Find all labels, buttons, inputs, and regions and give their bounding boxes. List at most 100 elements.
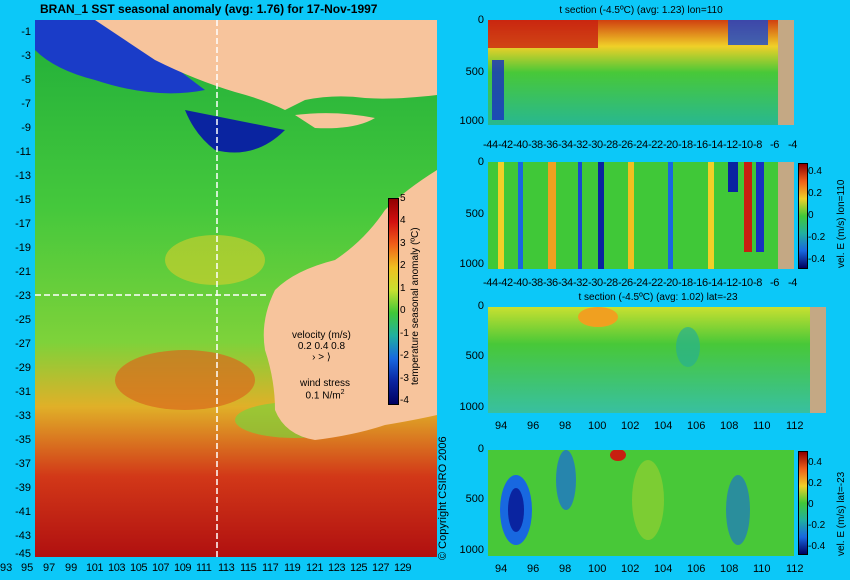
- panel1-land: [778, 20, 794, 125]
- panel3-xtick: 100: [588, 420, 607, 432]
- lat-tick: -19: [15, 242, 31, 254]
- panel2-colorbar-label: vel. E (m/s) lon=110: [836, 179, 847, 268]
- lat-tick: -41: [15, 506, 31, 518]
- panel3-ytick: 1000: [459, 401, 484, 413]
- panel2-xtick: -44: [483, 277, 498, 289]
- panel1-xtick: -36: [543, 139, 558, 151]
- panel4-xtick: 110: [753, 563, 771, 575]
- panel2-cbar-tick: 0: [808, 210, 814, 221]
- velocity-arrows-icon: › > ⟩: [312, 352, 331, 363]
- panel3-xtick: 98: [559, 420, 572, 432]
- lon-tick: 109: [174, 562, 192, 574]
- lat-tick: -35: [15, 434, 31, 446]
- panel3-xtick: 96: [527, 420, 540, 432]
- lat-tick: -9: [21, 122, 31, 134]
- panel2-xtick: -36: [543, 277, 558, 289]
- lon-tick: 105: [130, 562, 148, 574]
- map-cbar-tick: 4: [400, 215, 406, 226]
- panel1-xtick: -32: [573, 139, 588, 151]
- map-colorbar: [388, 198, 399, 405]
- panel1-xaxis: -44 -42 -40 -38 -36 -34 -32 -30 -28 -26 …: [483, 139, 803, 153]
- panel3-ytick: 0: [477, 300, 484, 312]
- velocity-legend-scale: 0.2 0.4 0.8: [297, 341, 346, 352]
- panel3-title: t section (-4.5ºC) (avg: 1.02) lat=-23: [578, 292, 738, 303]
- panel1-xtick: -40: [513, 139, 528, 151]
- panel3-xtick: 104: [654, 420, 673, 432]
- panel3-xtick: 102: [621, 420, 640, 432]
- lat-tick: -31: [15, 386, 31, 398]
- map-colorbar-ticks: 5 4 3 2 1 0 -1 -2 -3 -4: [400, 193, 420, 408]
- map-cbar-tick: -1: [400, 328, 409, 339]
- lat-axis: -1 -3 -5 -7 -9 -11 -13 -15 -17 -19 -21 -…: [0, 0, 35, 580]
- map-cbar-tick: 1: [400, 283, 406, 294]
- panel2-ytick: 500: [465, 208, 484, 220]
- panel1-xtick: -10: [738, 139, 753, 151]
- lon-tick: 117: [262, 562, 279, 574]
- panel4-xtick: 96: [527, 563, 540, 575]
- panel2-xtick: -30: [588, 277, 603, 289]
- lon-tick: 113: [218, 562, 235, 574]
- panel2-cbar-tick: -0.4: [808, 254, 826, 265]
- panel2-xaxis: -44 -42 -40 -38 -36 -34 -32 -30 -28 -26 …: [483, 277, 803, 291]
- lat-tick: -5: [21, 74, 31, 86]
- lon-tick: 115: [240, 562, 257, 574]
- lat-tick: -17: [15, 218, 31, 230]
- panel1-ytick: 500: [465, 66, 484, 78]
- lat-tick: -13: [15, 170, 31, 182]
- panel4-colorbar-label: vel. E (m/s) lat=-23: [836, 471, 847, 556]
- panel2-ytick: 0: [477, 156, 484, 168]
- lon-tick: 127: [372, 562, 390, 574]
- lon-tick: 121: [306, 562, 324, 574]
- lat-tick: -39: [15, 482, 31, 494]
- panel2-xtick: -32: [573, 277, 588, 289]
- panel1-section: [488, 20, 794, 125]
- panel2-xtick: -14: [708, 277, 723, 289]
- panel4-colorbar: [798, 451, 808, 555]
- panel3-xtick: 106: [687, 420, 706, 432]
- lat-tick: -29: [15, 362, 31, 374]
- map-colorbar-label: temperature seasonal anomaly (ºC): [410, 227, 421, 385]
- panel3-xtick: 108: [720, 420, 739, 432]
- panel2-cbar-tick: -0.2: [808, 232, 826, 243]
- panel2-xtick: -28: [603, 277, 618, 289]
- map-title: BRAN_1 SST seasonal anomaly (avg: 1.76) …: [40, 2, 378, 16]
- panel3-ytick: 500: [465, 350, 484, 362]
- warm-swirl: [115, 350, 255, 410]
- lon-tick: 101: [86, 562, 104, 574]
- lat-tick: -1: [21, 26, 31, 38]
- map-cbar-tick: 0: [400, 305, 406, 316]
- panel4-xtick: 112: [786, 563, 804, 575]
- panel1-xtick: -22: [648, 139, 663, 151]
- panel1-xtick: -30: [588, 139, 603, 151]
- panel4-xtick: 104: [654, 563, 673, 575]
- map-cbar-tick: 2: [400, 260, 406, 271]
- lon-tick: 111: [196, 562, 212, 574]
- wind-legend-scale: 0.1 N/m: [305, 390, 341, 402]
- velocity-legend: velocity (m/s) 0.2 0.4 0.8 › > ⟩: [292, 330, 351, 363]
- panel4-xtick: 98: [559, 563, 572, 575]
- panel3-section: [488, 307, 826, 413]
- panel2-yaxis: 0 500 1000: [440, 156, 484, 276]
- panel2-xtick: -38: [528, 277, 543, 289]
- panel4-ytick: 500: [465, 493, 484, 505]
- panel1-xtick: -28: [603, 139, 618, 151]
- panel1-xtick: -24: [633, 139, 648, 151]
- panel4-ytick: 0: [477, 443, 484, 455]
- panel1-yaxis: 0 500 1000: [440, 14, 484, 134]
- lat-tick: -33: [15, 410, 31, 422]
- map-cbar-tick: -4: [400, 395, 409, 406]
- panel3-land: [810, 307, 826, 413]
- panel3-yaxis: 0 500 1000: [440, 300, 484, 420]
- panel2-xtick: -42: [498, 277, 513, 289]
- lat-tick: -43: [15, 530, 31, 542]
- panel3-xtick: 110: [753, 420, 771, 432]
- lat-tick: -21: [15, 266, 31, 278]
- lon-tick: 125: [350, 562, 368, 574]
- panel2-colorbar: [798, 163, 808, 269]
- lon-tick: 129: [394, 562, 412, 574]
- panel2-xtick: -20: [663, 277, 678, 289]
- panel2-xtick: -18: [678, 277, 693, 289]
- map-cbar-tick: -2: [400, 350, 409, 361]
- lat-tick: -7: [21, 98, 31, 110]
- panel1-ytick: 0: [477, 14, 484, 26]
